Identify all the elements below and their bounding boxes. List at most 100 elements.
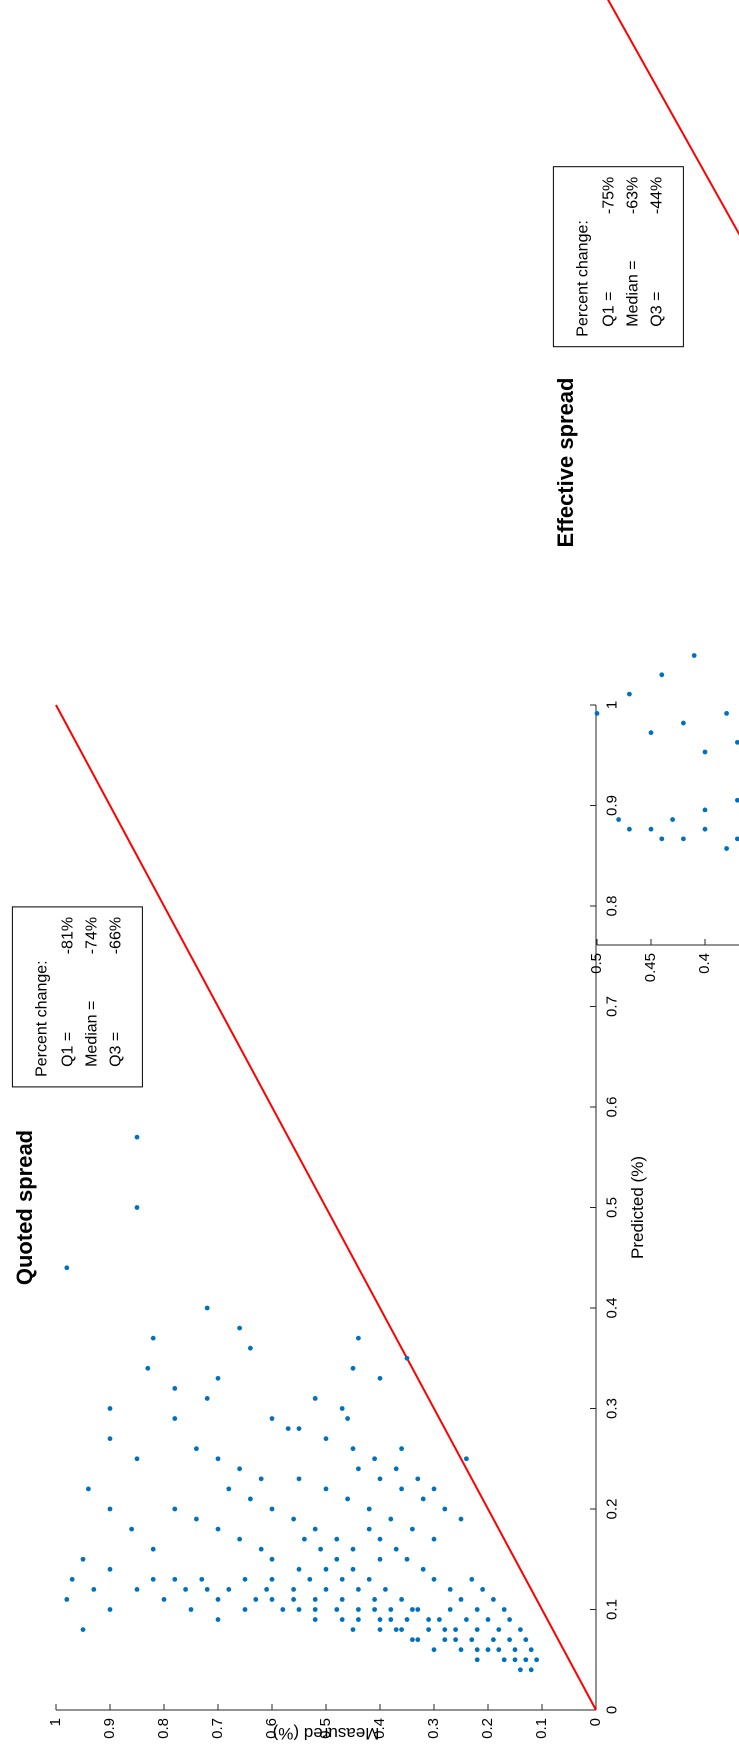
data-point — [134, 1205, 140, 1210]
data-point — [528, 1647, 534, 1653]
data-point — [150, 1335, 156, 1341]
data-point — [69, 1576, 75, 1582]
annotation-frame — [11, 906, 143, 1088]
data-point — [507, 1637, 512, 1643]
data-point — [659, 836, 665, 842]
measured-tick-label: 0.4 — [371, 1718, 388, 1739]
data-point — [312, 1396, 318, 1401]
data-point — [512, 1647, 518, 1653]
data-point — [345, 1496, 350, 1502]
data-point — [194, 1516, 199, 1522]
data-point — [469, 1576, 475, 1582]
data-point — [523, 1657, 529, 1663]
data-point — [399, 1627, 404, 1632]
data-point — [334, 1536, 340, 1542]
reference-line — [607, 0, 739, 236]
data-point — [491, 1637, 496, 1643]
data-point — [431, 1536, 437, 1542]
data-point — [702, 749, 708, 755]
predicted-tick-label: 1 — [603, 701, 620, 709]
data-point — [204, 1305, 210, 1311]
data-point — [447, 1607, 453, 1612]
data-point — [496, 1627, 502, 1632]
data-point — [312, 1526, 318, 1532]
data-point — [296, 1607, 302, 1612]
data-point — [512, 1657, 518, 1663]
data-point — [415, 1637, 421, 1643]
data-point — [383, 1587, 388, 1592]
data-point — [724, 846, 729, 851]
data-point — [296, 1426, 302, 1431]
data-point — [735, 797, 739, 803]
data-point — [377, 1627, 383, 1632]
annotation-row-value: -81% — [59, 917, 76, 954]
data-point — [291, 1587, 296, 1592]
data-point — [280, 1607, 286, 1612]
data-point — [80, 1627, 86, 1632]
data-point — [312, 1607, 318, 1612]
data-point — [248, 1345, 253, 1351]
annotation-row-label: Median = — [83, 1001, 100, 1067]
annotation-heading: Percent change: — [574, 220, 591, 337]
data-point — [296, 1476, 302, 1482]
data-point — [431, 1486, 437, 1492]
data-point — [616, 817, 621, 822]
data-point — [194, 1446, 199, 1452]
data-point — [442, 1637, 448, 1643]
annotation-row-label: Q1 = — [600, 292, 617, 327]
annotation-row-value: -66% — [107, 917, 124, 954]
data-point — [485, 1647, 491, 1653]
data-point — [453, 1637, 458, 1643]
data-point — [134, 1456, 140, 1462]
measured-tick-label: 0.8 — [155, 1718, 172, 1739]
data-point — [80, 1556, 86, 1562]
data-point — [399, 1486, 404, 1492]
data-point — [64, 1265, 70, 1271]
data-point — [334, 1607, 340, 1612]
data-point — [404, 1556, 410, 1562]
data-point — [659, 672, 665, 678]
data-point — [474, 1627, 480, 1632]
data-point — [172, 1416, 178, 1421]
data-point — [107, 1607, 113, 1612]
data-point — [183, 1587, 189, 1592]
data-point — [269, 1576, 275, 1582]
data-point — [447, 1587, 453, 1592]
data-point — [437, 1617, 442, 1622]
data-point — [356, 1335, 361, 1341]
predicted-tick-label: 0.6 — [603, 1097, 620, 1118]
data-point — [107, 1436, 113, 1442]
measured-tick-label: 0.6 — [263, 1718, 280, 1739]
data-point — [372, 1456, 377, 1462]
data-point — [172, 1506, 178, 1512]
data-point — [350, 1446, 356, 1452]
data-point — [215, 1456, 221, 1462]
data-point — [388, 1607, 394, 1612]
data-point — [496, 1647, 502, 1653]
data-point — [253, 1597, 259, 1602]
data-point — [215, 1597, 221, 1602]
data-point — [350, 1627, 356, 1632]
measured-tick-label: 0.9 — [101, 1718, 118, 1739]
data-point — [204, 1587, 210, 1592]
data-point — [248, 1496, 253, 1502]
data-point — [523, 1637, 529, 1643]
data-point — [442, 1627, 448, 1632]
data-point — [204, 1396, 210, 1401]
data-point — [724, 711, 729, 716]
data-point — [458, 1597, 464, 1602]
data-point — [215, 1375, 221, 1381]
data-point — [356, 1617, 361, 1622]
data-point — [410, 1607, 415, 1612]
data-point — [469, 1637, 475, 1643]
data-point — [296, 1566, 302, 1572]
data-point — [534, 1657, 539, 1663]
data-point — [215, 1617, 221, 1622]
data-point — [442, 1506, 448, 1512]
data-point — [366, 1576, 372, 1582]
data-point — [507, 1617, 512, 1622]
data-point — [356, 1466, 361, 1472]
data-point — [594, 711, 600, 716]
data-point — [350, 1546, 356, 1552]
chart-panel-1: 0 0.1 0.2 0.3 0.4 0.5 0.6 0.7 0.8 0.9 1 0 0.1 0.2 0.3 0… — [12, 701, 647, 1743]
